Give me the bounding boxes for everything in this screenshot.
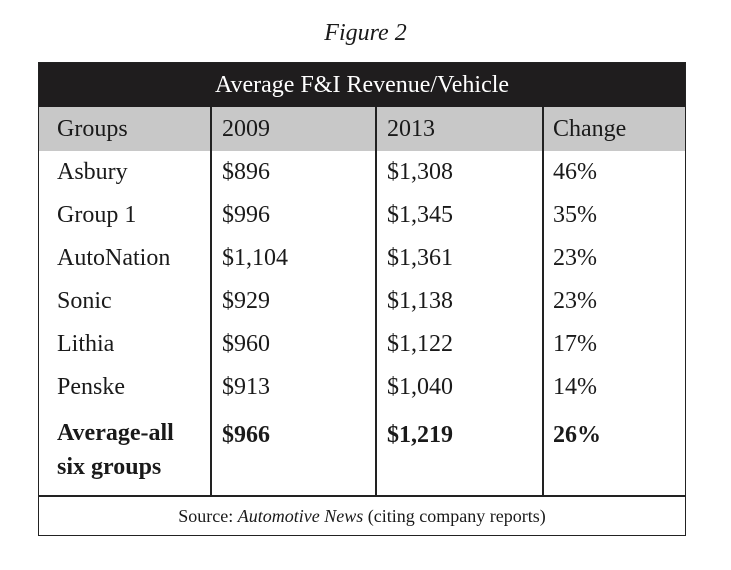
row-change: 23% bbox=[553, 245, 597, 271]
table-row: Group 1 $996 $1,345 35% bbox=[39, 194, 685, 237]
row-2009: $913 bbox=[222, 374, 270, 400]
header-2009: 2009 bbox=[222, 116, 270, 142]
row-group: Lithia bbox=[57, 331, 115, 357]
figure-label: Figure 2 bbox=[324, 20, 407, 46]
column-divider bbox=[210, 107, 212, 495]
table-row: Asbury $896 $1,308 46% bbox=[39, 151, 685, 194]
row-change: 17% bbox=[553, 331, 597, 357]
row-2009: $996 bbox=[222, 202, 270, 228]
average-group-label: Average-all six groups bbox=[57, 420, 174, 480]
table-title: Average F&I Revenue/Vehicle bbox=[39, 63, 685, 107]
average-row: Average-all six groups $966 $1,219 26% bbox=[39, 410, 685, 496]
row-2013: $1,122 bbox=[387, 331, 453, 357]
source-suffix: (citing company reports) bbox=[363, 506, 546, 526]
row-2009: $929 bbox=[222, 288, 270, 314]
row-group: Sonic bbox=[57, 288, 112, 314]
row-group: Asbury bbox=[57, 159, 128, 185]
row-group: AutoNation bbox=[57, 245, 171, 271]
revenue-table: Average F&I Revenue/Vehicle Groups 2009 … bbox=[38, 62, 686, 536]
table-row: AutoNation $1,104 $1,361 23% bbox=[39, 237, 685, 280]
row-group: Penske bbox=[57, 374, 125, 400]
table-row: Lithia $960 $1,122 17% bbox=[39, 323, 685, 366]
header-change: Change bbox=[553, 116, 627, 142]
source-prefix: Source: bbox=[178, 506, 238, 526]
average-change: 26% bbox=[553, 422, 601, 448]
row-2013: $1,138 bbox=[387, 288, 453, 314]
column-divider bbox=[542, 107, 544, 495]
row-group: Group 1 bbox=[57, 202, 137, 228]
row-2009: $960 bbox=[222, 331, 270, 357]
row-2013: $1,308 bbox=[387, 159, 453, 185]
table-row: Sonic $929 $1,138 23% bbox=[39, 280, 685, 323]
row-2013: $1,361 bbox=[387, 245, 453, 271]
row-change: 46% bbox=[553, 159, 597, 185]
table-bottom-rule bbox=[39, 495, 685, 497]
source-publication: Automotive News bbox=[237, 506, 364, 526]
table-row: Penske $913 $1,040 14% bbox=[39, 366, 685, 409]
row-change: 23% bbox=[553, 288, 597, 314]
average-2009: $966 bbox=[222, 422, 270, 448]
average-2013: $1,219 bbox=[387, 422, 453, 448]
row-2009: $896 bbox=[222, 159, 270, 185]
column-divider bbox=[375, 107, 377, 495]
header-groups: Groups bbox=[57, 116, 128, 142]
row-2009: $1,104 bbox=[222, 245, 288, 271]
row-change: 35% bbox=[553, 202, 597, 228]
row-change: 14% bbox=[553, 374, 597, 400]
header-row: Groups 2009 2013 Change bbox=[39, 107, 685, 151]
source-note: Source: Automotive News (citing company … bbox=[39, 496, 685, 536]
row-2013: $1,345 bbox=[387, 202, 453, 228]
header-2013: 2013 bbox=[387, 116, 435, 142]
row-2013: $1,040 bbox=[387, 374, 453, 400]
